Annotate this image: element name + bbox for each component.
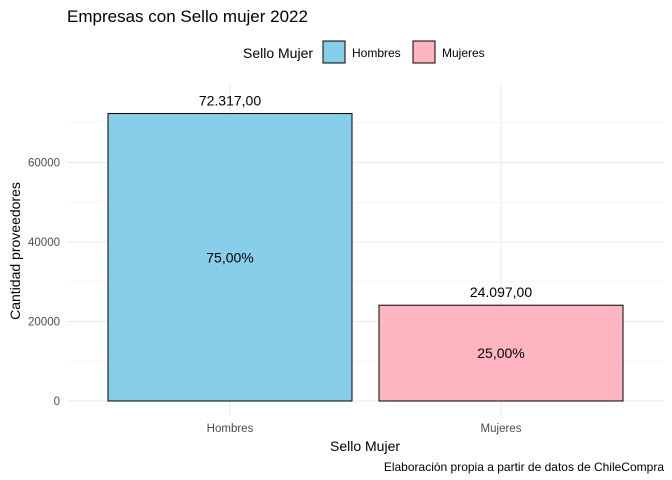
bar-mujeres	[378, 304, 624, 402]
x-axis-ticks: Hombres Mujeres	[207, 423, 522, 435]
y-tick-label: 60000	[28, 158, 60, 170]
legend-title: Sello Mujer	[243, 45, 313, 61]
y-tick-label: 40000	[28, 237, 60, 249]
bar-value-label: 24.097,00	[470, 284, 532, 300]
chart-title: Empresas con Sello mujer 2022	[67, 7, 308, 26]
y-tick-label: 20000	[28, 317, 60, 329]
legend-swatch-hombres	[322, 40, 346, 64]
x-axis-title: Sello Mujer	[330, 438, 400, 454]
y-axis-ticks: 0 20000 40000 60000	[28, 158, 60, 409]
bar-hombres	[107, 113, 353, 402]
legend: Sello Mujer Hombres Mujeres	[243, 40, 485, 64]
x-tick-label: Mujeres	[481, 423, 522, 435]
legend-label-hombres: Hombres	[352, 46, 401, 60]
x-tick-label: Hombres	[207, 423, 254, 435]
legend-swatch-mujeres	[412, 40, 436, 64]
bar-percent-label: 25,00%	[477, 345, 524, 361]
bar-value-label: 72.317,00	[199, 93, 261, 109]
caption: Elaboración propia a partir de datos de …	[384, 460, 664, 474]
bars: 72.317,00 75,00% 24.097,00 25,00%	[107, 93, 624, 402]
bar-percent-label: 75,00%	[206, 249, 253, 265]
y-tick-label: 0	[54, 396, 60, 408]
y-axis-title: Cantidad proveedores	[7, 182, 23, 320]
legend-label-mujeres: Mujeres	[442, 46, 485, 60]
